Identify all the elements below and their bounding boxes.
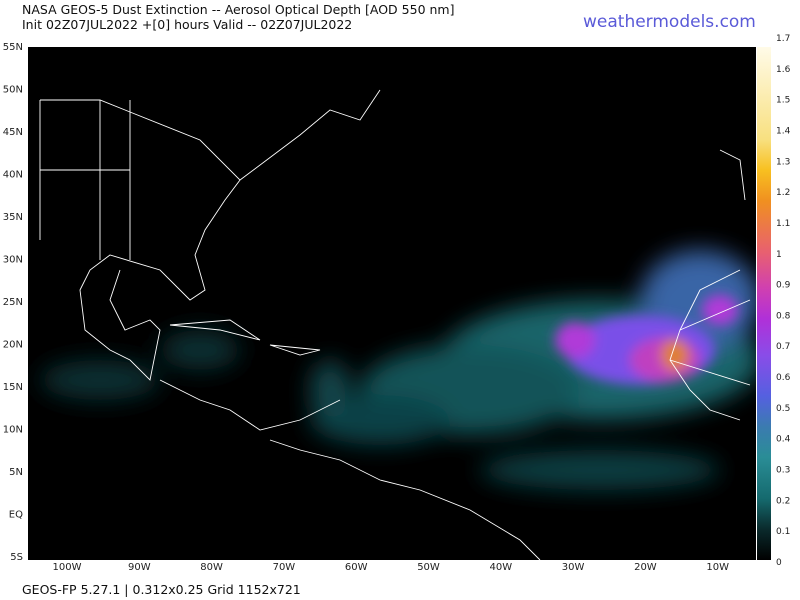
lon-label: 30W [562,562,585,573]
colorbar-label: 0.3 [776,466,790,476]
lon-label: 80W [200,562,223,573]
colorbar-label: 1.6 [776,65,791,75]
colorbar-label: 0.9 [776,281,791,291]
lat-label: 40N [3,170,23,181]
colorbar-label: 1 [776,250,782,260]
dust-plume [40,250,756,490]
lat-label: 45N [3,127,23,138]
colorbar [757,47,771,560]
colorbar-label: 1.4 [776,126,791,136]
lon-label: 40W [489,562,512,573]
colorbar-label: 0.2 [776,496,790,506]
lon-label: 60W [345,562,368,573]
lat-label: 10N [3,425,23,436]
lat-label: EQ [9,510,23,521]
lon-label: 100W [53,562,82,573]
colorbar-label: 0.6 [776,373,791,383]
lon-label: 10W [706,562,729,573]
coastlines [39,89,751,560]
lat-label: 15N [3,382,23,393]
colorbar-label: 0.4 [776,435,791,445]
lon-label: 90W [128,562,151,573]
colorbar-label: 0.7 [776,342,790,352]
lat-label: 20N [3,340,23,351]
colorbar-label: 1.3 [776,157,790,167]
lat-label: 55N [3,42,23,53]
brand[interactable]: weathermodels.com [583,12,756,32]
lat-label: 35N [3,212,23,223]
colorbar-label: 0 [776,558,782,568]
lat-label: 30N [3,255,23,266]
colorbar-label: 1.7 [776,34,790,44]
colorbar-label: 1.1 [776,219,790,229]
subtitle: Init 02Z07JUL2022 +[0] hours Valid -- 02… [22,17,353,32]
colorbar-label: 0.5 [776,404,790,414]
lon-label: 70W [273,562,296,573]
lon-label: 50W [417,562,440,573]
lat-label: 5N [9,467,23,478]
lon-label: 20W [634,562,657,573]
title: NASA GEOS-5 Dust Extinction -- Aerosol O… [22,2,455,17]
colorbar-label: 0.1 [776,527,790,537]
lat-label: 50N [3,85,23,96]
lat-label: 5S [10,552,23,563]
colorbar-label: 1.5 [776,96,790,106]
lat-label: 25N [3,297,23,308]
colorbar-label: 0.8 [776,311,791,321]
colorbar-label: 1.2 [776,188,790,198]
footer: GEOS-FP 5.27.1 | 0.312x0.25 Grid 1152x72… [22,582,301,597]
